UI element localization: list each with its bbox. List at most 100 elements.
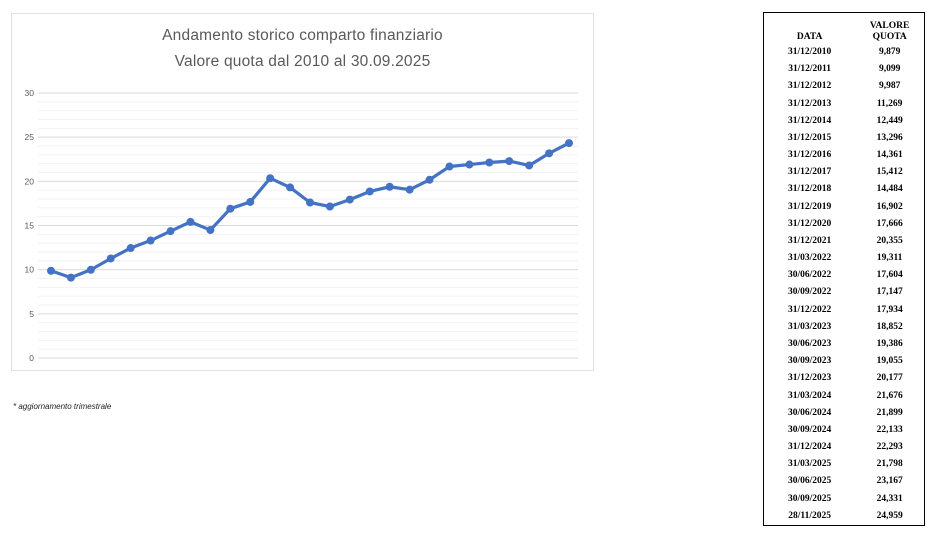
cell-date: 31/12/2017: [787, 167, 832, 178]
data-point-marker: [385, 182, 394, 191]
cell-quota: 19,386: [876, 339, 903, 349]
table-row: 31/12/2012 9,987: [764, 78, 925, 95]
data-point-marker: [525, 161, 534, 170]
y-axis-tick-label: 30: [25, 88, 35, 98]
y-axis-tick-label: 5: [29, 309, 34, 319]
table-row: 31/12/2021 20,355: [764, 233, 925, 250]
cell-date: 31/12/2013: [787, 98, 832, 109]
cell-date: 31/03/2022: [787, 253, 832, 264]
data-point-marker: [545, 149, 554, 158]
cell-date: 30/09/2022: [787, 287, 832, 298]
y-axis-tick-label: 25: [25, 132, 35, 142]
cell-quota: 21,676: [876, 390, 903, 401]
cell-date: 31/12/2018: [787, 184, 832, 195]
cell-quota: 24,959: [876, 510, 903, 521]
chart-title-line2: Valore quota dal 2010 al 30.09.2025: [174, 53, 431, 70]
data-point-marker: [266, 174, 275, 183]
table-row: 31/03/2023 18,852: [764, 319, 925, 336]
data-point-marker: [345, 195, 354, 204]
cell-quota: 9,879: [878, 47, 901, 58]
cell-quota: 19,311: [876, 253, 903, 264]
cell-date: 31/03/2024: [787, 390, 832, 401]
table-body: 31/12/2010 9,879 31/12/2011 9,099 31/12/2012…: [764, 44, 925, 526]
cell-date: 31/03/2025: [787, 459, 832, 470]
table-row: 31/03/2022 19,311: [764, 250, 925, 267]
data-point-marker: [206, 226, 215, 235]
table-row: 31/12/2023 20,177: [764, 370, 925, 387]
table-row: 31/12/2015 13,296: [764, 130, 925, 147]
cell-quota: 21,899: [876, 407, 903, 418]
data-point-marker: [106, 254, 115, 263]
data-point-marker: [66, 273, 75, 282]
table-row: 31/12/2013 11,269: [764, 96, 925, 113]
table-row: 31/12/2017 15,412: [764, 164, 925, 181]
cell-date: 31/12/2020: [787, 218, 832, 229]
y-axis-tick-label: 0: [29, 353, 34, 363]
y-axis-tick-label: 15: [25, 221, 35, 231]
data-point-marker: [226, 204, 235, 213]
data-point-marker: [166, 227, 175, 236]
data-point-marker: [465, 160, 474, 169]
cell-date: 31/12/2023: [787, 373, 832, 384]
chart-title: Andamento storico comparto finanziario V…: [12, 23, 593, 75]
cell-quota: 17,604: [876, 270, 903, 281]
table-row: 31/03/2025 21,798: [764, 456, 925, 473]
cell-date: 30/06/2023: [787, 339, 832, 349]
cell-quota: 20,177: [876, 373, 903, 384]
cell-date: 31/12/2014: [787, 115, 832, 126]
cell-quota: 23,167: [876, 476, 903, 487]
cell-quota: 19,055: [876, 356, 903, 367]
line-chart: 0 5 10 15 20 25 30: [25, 88, 578, 363]
table-row: 31/12/2020 17,666: [764, 216, 925, 233]
data-point-marker: [146, 236, 155, 245]
cell-date: 31/12/2015: [787, 132, 832, 143]
cell-quota: 24,331: [876, 493, 903, 504]
data-point-marker: [306, 198, 314, 207]
cell-date: 31/12/2024: [787, 442, 832, 453]
cell-quota: 9,987: [878, 81, 901, 92]
cell-date: 31/12/2010: [787, 47, 832, 58]
cell-quota: 20,355: [876, 235, 903, 246]
table-row: 30/09/2023 19,055: [764, 353, 925, 370]
cell-quota: 14,361: [876, 150, 903, 161]
cell-quota: 16,902: [876, 201, 903, 212]
data-point-marker: [286, 183, 295, 192]
table-row: 30/06/2024 21,899: [764, 405, 925, 422]
cell-quota: 12,449: [876, 115, 903, 126]
cell-quota: 21,798: [876, 459, 903, 470]
cell-quota: 17,666: [876, 218, 903, 229]
cell-quota: 17,147: [876, 287, 903, 298]
data-point-marker: [405, 185, 414, 194]
cell-date: 28/11/2025: [788, 510, 832, 521]
header-valore-quota: VALORE QUOTA: [869, 21, 910, 43]
table-row: 30/06/2023 19,386: [764, 336, 925, 353]
table-row: 31/12/2014 12,449: [764, 113, 925, 130]
table-row: 31/12/2019 16,902: [764, 199, 925, 216]
cell-quota: 17,934: [876, 304, 903, 315]
cell-quota: 18,852: [876, 321, 903, 332]
cell-date: 30/06/2025: [787, 476, 832, 487]
table-row: 30/06/2022 17,604: [764, 267, 925, 284]
chart-title-line1: Andamento storico comparto finanziario: [162, 27, 443, 44]
cell-date: 30/06/2024: [787, 407, 832, 418]
cell-quota: 9,099: [878, 64, 901, 75]
table-row: 30/09/2022 17,147: [764, 284, 925, 301]
table-row: 31/12/2022 17,934: [764, 302, 925, 319]
cell-date: 31/12/2021: [787, 235, 832, 246]
footnote: * aggiornamento trimestrale: [13, 402, 112, 411]
cell-date: 30/09/2023: [787, 356, 832, 367]
cell-date: 30/09/2025: [787, 493, 832, 504]
table-header-row: DATA VALORE QUOTA: [764, 13, 925, 45]
cell-date: 31/03/2023: [787, 321, 832, 332]
table-row: 31/12/2016 14,361: [764, 147, 925, 164]
cell-quota: 22,293: [876, 442, 903, 453]
table-row: 31/12/2010 9,879: [764, 44, 925, 61]
quota-table: DATA VALORE QUOTA 31/12/2010 9,879 31/12/2…: [763, 12, 925, 526]
cell-date: 31/12/2016: [787, 150, 832, 161]
y-axis-tick-label: 10: [25, 265, 35, 275]
cell-date: 31/12/2012: [787, 81, 832, 92]
table-row: 30/09/2024 22,133: [764, 422, 925, 439]
cell-quota: 15,412: [876, 167, 903, 178]
data-point-marker: [186, 217, 195, 226]
